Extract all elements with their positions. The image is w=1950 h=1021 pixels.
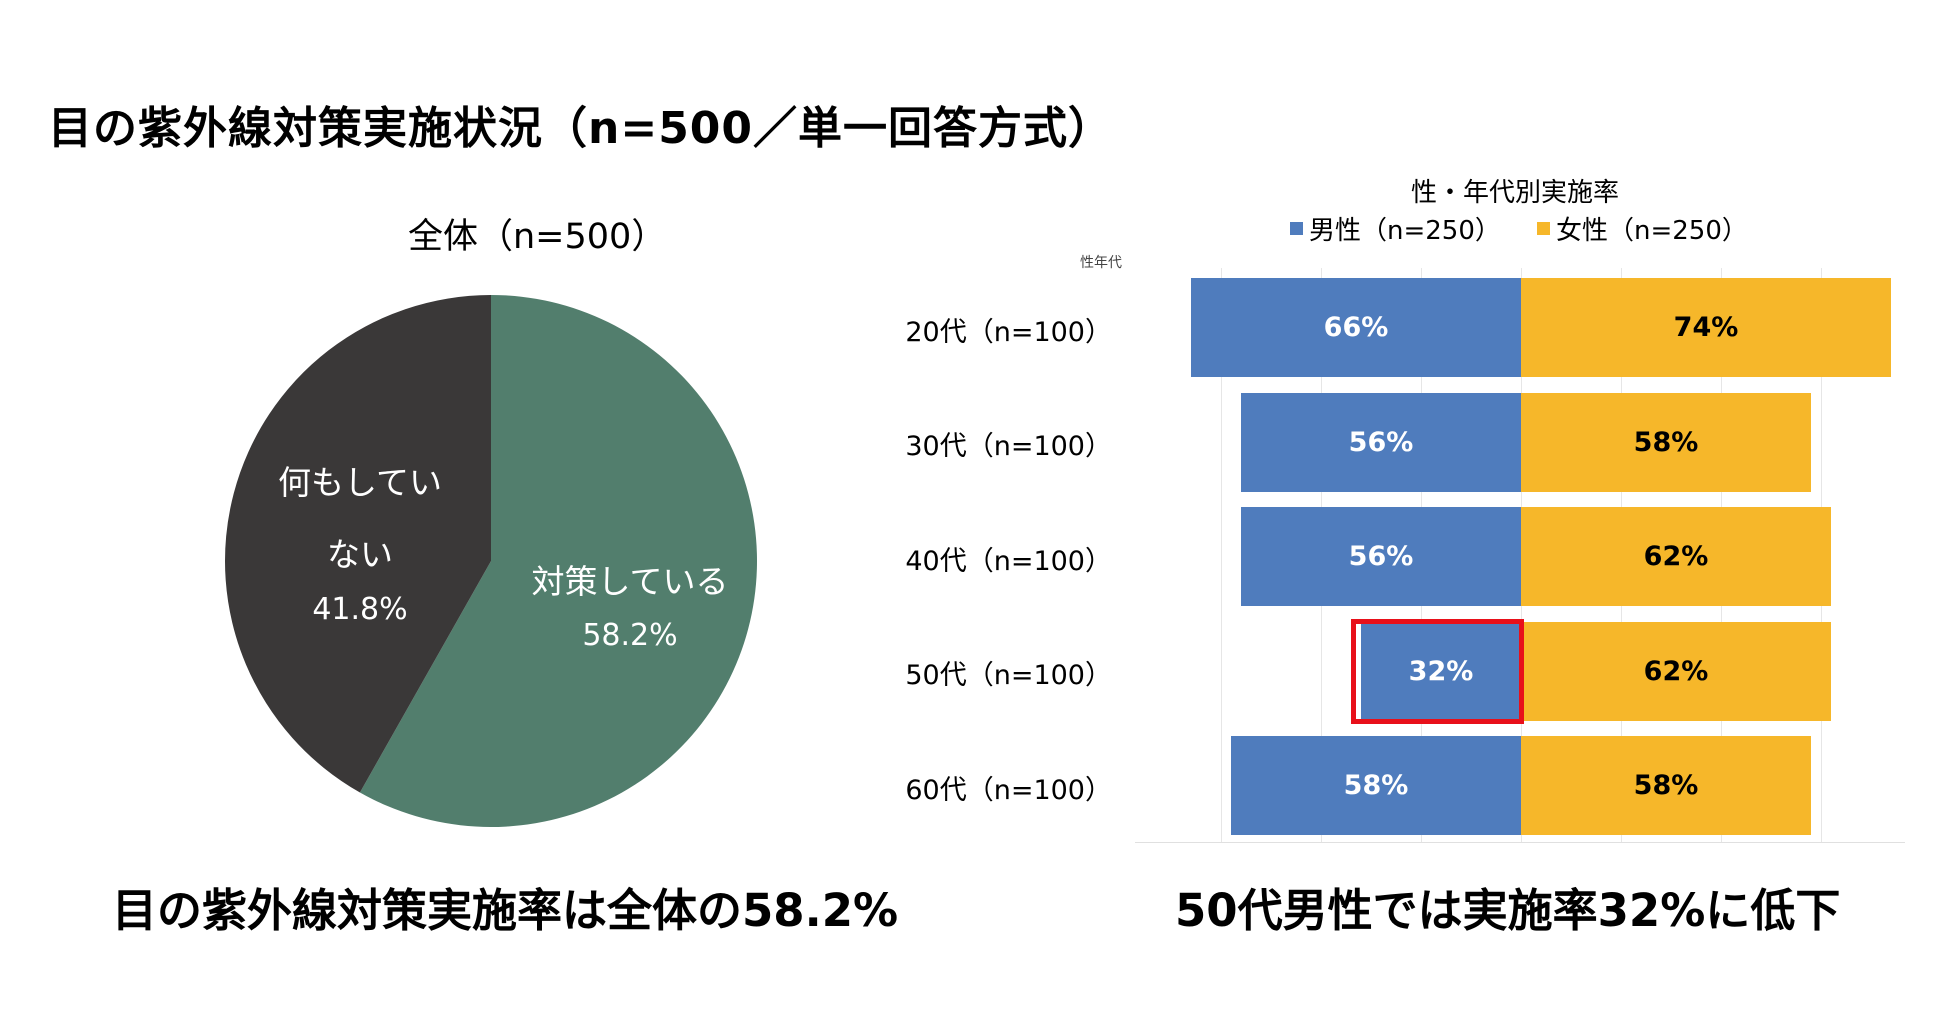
category-label-20s: 20代（n=100）	[905, 316, 1112, 348]
bar-female-40s: 62%	[1521, 507, 1831, 606]
pie-chart-svg	[224, 295, 757, 827]
bar-female-20s: 74%	[1521, 278, 1891, 377]
page-title: 目の紫外線対策実施状況（n=500／単一回答方式）	[48, 103, 1114, 154]
bar-male-50s: 32%	[1361, 621, 1521, 721]
pie-label-none-line1: 何もしてい	[277, 463, 442, 502]
axis-caption: 性年代	[1080, 255, 1122, 271]
pie-slice-none	[224, 295, 491, 793]
legend-item-male: 男性（n=250）	[1290, 210, 1501, 247]
pie-value-none: 41.8%	[312, 592, 408, 627]
category-label-50s: 50代（n=100）	[905, 660, 1112, 691]
pie-slice-done	[359, 295, 757, 827]
pie-value-done: 58.2%	[582, 618, 678, 653]
bar-male-30s: 56%	[1241, 392, 1521, 492]
caption-left: 目の紫外線対策実施率は全体の58.2%	[112, 884, 899, 937]
legend-label-female: 女性（n=250）	[1556, 216, 1748, 246]
category-label-60s: 60代（n=100）	[905, 774, 1112, 806]
category-label-40s: 40代（n=100）	[905, 545, 1112, 577]
bar-female-60s: 58%	[1521, 736, 1811, 835]
legend-swatch-female	[1537, 222, 1550, 235]
legend-swatch-male	[1290, 222, 1303, 235]
pie-label-none-line2: ない	[327, 535, 393, 574]
bar-chart-title: 性・年代別実施率	[1411, 178, 1620, 208]
grid-line	[1221, 268, 1222, 843]
bar-female-50s: 62%	[1521, 621, 1831, 721]
category-label-30s: 30代（n=100）	[905, 431, 1112, 462]
bar-male-60s: 58%	[1231, 736, 1521, 835]
bar-male-40s: 56%	[1241, 507, 1521, 606]
legend-item-female: 女性（n=250）	[1537, 210, 1748, 247]
bar-female-30s: 58%	[1521, 392, 1811, 492]
legend-label-male: 男性（n=250）	[1309, 216, 1501, 246]
x-axis-line	[1135, 842, 1905, 843]
pie-chart-title: 全体（n=500）	[408, 217, 667, 257]
pie-chart	[222, 292, 760, 830]
pie-label-done: 対策している	[531, 562, 729, 601]
bar-male-20s: 66%	[1191, 278, 1521, 377]
highlight-box	[1351, 618, 1524, 724]
caption-right: 50代男性では実施率32%に低下	[1175, 884, 1841, 937]
